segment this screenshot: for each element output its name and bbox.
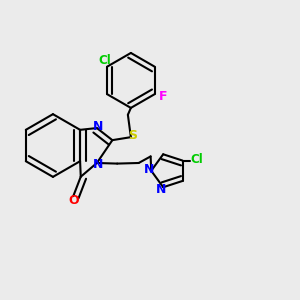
Text: Cl: Cl xyxy=(190,154,203,166)
Text: F: F xyxy=(159,90,167,103)
Text: N: N xyxy=(156,182,166,196)
Text: S: S xyxy=(128,129,137,142)
Text: N: N xyxy=(144,163,154,176)
Text: O: O xyxy=(68,194,79,207)
Text: N: N xyxy=(93,120,103,134)
Text: Cl: Cl xyxy=(98,54,111,67)
Text: N: N xyxy=(93,158,103,171)
